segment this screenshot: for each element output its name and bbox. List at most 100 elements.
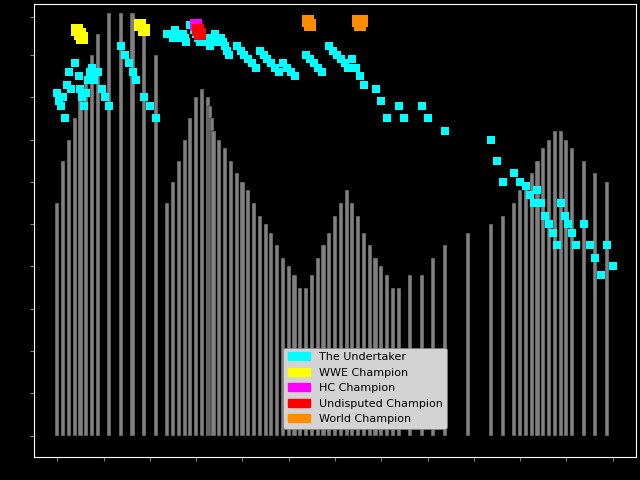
Bar <box>536 161 540 436</box>
Point <box>544 220 554 228</box>
Point <box>170 26 180 34</box>
Bar <box>246 190 250 436</box>
Point <box>559 212 570 219</box>
Bar <box>367 245 372 436</box>
Point <box>185 22 195 29</box>
Bar <box>553 131 557 436</box>
Point <box>81 89 92 97</box>
Bar <box>385 275 389 436</box>
Point <box>305 55 315 63</box>
Point <box>52 89 63 97</box>
Bar <box>154 55 158 436</box>
Bar <box>362 233 366 436</box>
Point <box>198 38 209 46</box>
Bar <box>350 203 355 436</box>
Point <box>486 136 497 144</box>
Bar <box>281 258 285 436</box>
Bar <box>194 97 198 436</box>
Bar <box>582 161 586 436</box>
Point <box>301 51 311 59</box>
Point <box>262 55 273 63</box>
Point <box>343 64 353 72</box>
Point <box>179 34 189 42</box>
Point <box>209 34 219 42</box>
Legend: The Undertaker, WWE Champion, HC Champion, Undisputed Champion, World Champion: The Undertaker, WWE Champion, HC Champio… <box>283 348 447 429</box>
Point <box>54 97 64 105</box>
Point <box>175 34 186 42</box>
Bar <box>518 190 522 436</box>
Bar <box>373 258 378 436</box>
Bar <box>593 173 597 436</box>
Bar <box>223 148 227 436</box>
Bar <box>431 258 435 436</box>
Bar <box>541 148 545 436</box>
Point <box>521 182 531 190</box>
Bar <box>316 258 320 436</box>
Point <box>178 30 188 37</box>
Point <box>218 38 228 46</box>
Point <box>255 47 265 55</box>
Point <box>540 212 550 219</box>
Bar <box>84 76 88 436</box>
Bar <box>119 12 123 436</box>
Point <box>440 127 450 135</box>
Point <box>340 60 350 67</box>
Point <box>348 55 358 63</box>
Point <box>579 220 589 228</box>
Point <box>351 64 362 72</box>
Point <box>100 94 111 101</box>
Point <box>382 115 392 122</box>
Bar <box>512 203 516 436</box>
Point <box>515 178 525 186</box>
Point <box>211 30 221 37</box>
Point <box>308 60 319 67</box>
Point <box>214 38 225 46</box>
Point <box>87 64 97 72</box>
Point <box>62 81 72 88</box>
Point <box>58 94 68 101</box>
Point <box>216 34 227 42</box>
Point <box>590 254 600 262</box>
Point <box>120 51 130 59</box>
Bar <box>258 216 262 436</box>
Point <box>567 229 577 237</box>
Point <box>394 102 404 109</box>
Bar <box>61 161 65 436</box>
Point <box>584 241 595 249</box>
Point <box>207 38 217 46</box>
Point <box>278 60 288 67</box>
Bar <box>333 216 337 436</box>
Point <box>127 68 138 76</box>
Bar <box>547 140 551 436</box>
Bar <box>380 266 383 436</box>
Point <box>332 51 342 59</box>
Bar <box>327 233 332 436</box>
Bar <box>570 148 574 436</box>
Point <box>305 22 315 29</box>
Bar <box>356 216 360 436</box>
Point <box>139 94 149 101</box>
Point <box>197 34 207 42</box>
Bar <box>264 224 268 436</box>
Bar <box>171 182 175 436</box>
Bar <box>408 275 412 436</box>
Bar <box>559 131 563 436</box>
Point <box>193 26 203 34</box>
Point <box>266 60 276 67</box>
Point <box>76 30 86 37</box>
Bar <box>391 288 395 436</box>
Bar <box>310 275 314 436</box>
Point <box>93 68 103 76</box>
Point <box>60 115 70 122</box>
Bar <box>96 34 100 436</box>
Point <box>259 51 269 59</box>
Bar <box>241 182 244 436</box>
Bar <box>205 97 210 436</box>
Bar <box>530 173 534 436</box>
Point <box>150 115 161 122</box>
Bar <box>500 216 505 436</box>
Point <box>220 43 230 50</box>
Point <box>607 263 618 270</box>
Point <box>77 34 88 42</box>
Point <box>204 43 214 50</box>
